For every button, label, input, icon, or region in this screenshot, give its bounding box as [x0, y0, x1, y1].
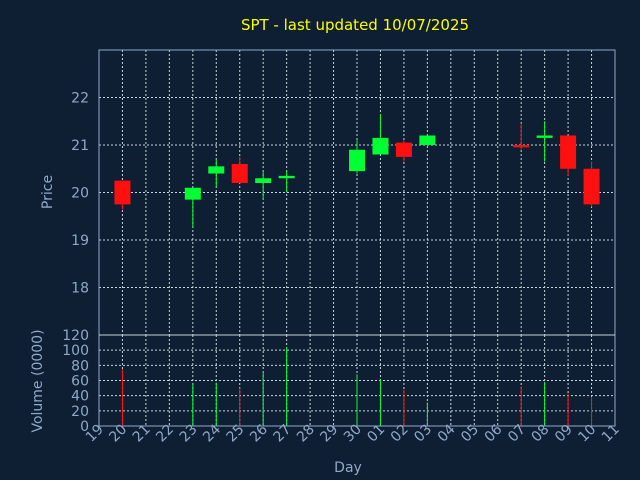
candle-body [513, 145, 530, 148]
plot-frame [98, 49, 616, 427]
volume-tick-label: 80 [71, 358, 89, 374]
x-tick-label: 21 [130, 422, 154, 446]
price-grid [98, 50, 616, 335]
x-tick-label: 27 [271, 422, 295, 446]
candle-body [583, 168, 600, 205]
price-axis-label: Price [40, 175, 56, 209]
volume-tick-label: 60 [71, 374, 89, 390]
x-tick-label: 02 [388, 422, 412, 446]
x-tick-label: 11 [599, 422, 623, 446]
volume-bars [121, 347, 593, 426]
x-tick-label: 01 [364, 422, 388, 446]
volume-tick-label: 120 [62, 328, 89, 344]
x-axis-label: Day [334, 460, 362, 476]
x-tick-label: 23 [177, 422, 201, 446]
candle-body [349, 149, 365, 172]
candle-body [208, 166, 225, 174]
candle-body [231, 164, 248, 183]
volume-tick-label: 20 [71, 404, 89, 420]
price-tick-label: 18 [71, 281, 89, 297]
volume-axis-label: Volume (0000) [30, 329, 46, 432]
x-tick-label: 03 [411, 422, 435, 446]
x-tick-label: 28 [294, 422, 318, 446]
x-tick-label: 04 [435, 421, 459, 445]
candle-body [255, 178, 272, 183]
x-tick-label: 30 [341, 422, 365, 446]
candle-body [184, 187, 201, 200]
x-tick-label: 25 [224, 422, 248, 446]
price-tick-label: 22 [71, 91, 89, 107]
x-tick-label: 20 [106, 422, 130, 446]
price-y-ticks: 18 19 20 21 22 [71, 91, 89, 297]
x-tick-label: 09 [552, 422, 576, 446]
candle-body [395, 142, 412, 157]
x-ticks: 19 20 21 22 23 24 25 26 27 28 29 30 01 02 03 04 05 06 07 08… [83, 421, 623, 445]
x-tick-label: 24 [200, 421, 224, 445]
candle-body [419, 135, 436, 145]
x-tick-label: 07 [505, 422, 529, 446]
x-tick-label: 08 [529, 422, 553, 446]
price-tick-label: 19 [71, 233, 89, 249]
x-tick-label: 26 [247, 421, 271, 445]
x-tick-label: 06 [482, 421, 506, 445]
x-tick-label: 22 [153, 422, 177, 446]
x-tick-label: 05 [458, 422, 482, 446]
candles [114, 114, 600, 229]
volume-tick-label: 40 [71, 389, 89, 405]
chart-title: SPT - last updated 10/07/2025 [241, 16, 469, 34]
candle-body [372, 137, 389, 155]
candle-body [114, 180, 131, 205]
x-tick-label: 29 [317, 422, 341, 446]
volume-tick-label: 0 [80, 419, 89, 435]
candle-body [536, 135, 553, 138]
candle-body [278, 175, 295, 179]
x-tick-label: 10 [575, 422, 599, 446]
volume-tick-label: 100 [62, 343, 89, 359]
price-tick-label: 21 [71, 138, 89, 154]
price-tick-label: 20 [71, 186, 89, 202]
candle-body [560, 135, 577, 169]
